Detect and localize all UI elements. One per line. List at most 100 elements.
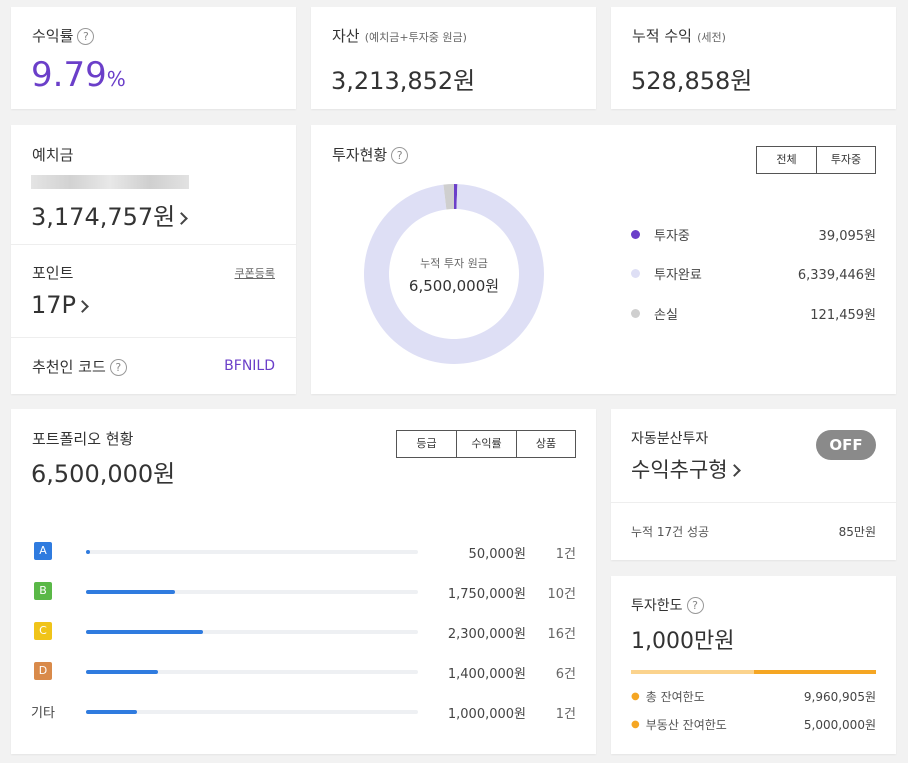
grade-count: 16건: [547, 627, 576, 642]
divider: [11, 244, 296, 245]
investment-status-card: 투자현황? 전체 투자중 누적 투자 원금 6,500,000원 투자중 39,…: [311, 125, 896, 394]
assets-note: (예치금+투자중 원금): [364, 31, 467, 44]
donut-center-value: 6,500,000원: [408, 277, 500, 295]
legend-value: 39,095원: [818, 229, 876, 244]
auto-invest-history-value: 85만원: [838, 525, 876, 539]
limit-bar-fill: [631, 670, 754, 674]
legend-dot: [631, 269, 640, 278]
grade-bar-track: [86, 710, 418, 714]
tab-grade[interactable]: 등급: [397, 431, 457, 457]
portfolio-card: 포트폴리오 현황 6,500,000원 등급 수익률 상품 A 50,000원 1건…: [11, 409, 596, 754]
cum-profit-card: 누적 수익 (세전) 528,858원: [611, 7, 896, 109]
auto-invest-history: 누적 17건 성공: [631, 525, 710, 539]
limit-item-value: 5,000,000원: [803, 718, 876, 732]
investment-status-label: 투자현황: [332, 146, 388, 164]
points-value-link[interactable]: 17P: [31, 291, 89, 319]
portfolio-tabs: 등급 수익률 상품: [396, 430, 576, 458]
cum-profit-label: 누적 수익: [632, 27, 692, 45]
limit-item-total: ● 총 잔여한도 9,960,905원: [631, 688, 876, 705]
tab-return[interactable]: 수익률: [457, 431, 517, 457]
donut-slice-loss: [443, 184, 454, 210]
limit-item-value: 9,960,905원: [803, 690, 876, 704]
grade-badge: A: [34, 542, 52, 560]
legend-item-investing: 투자중 39,095원: [631, 225, 876, 244]
help-icon[interactable]: ?: [77, 28, 95, 45]
chevron-right-icon: [175, 212, 189, 225]
grade-bar-track: [86, 550, 418, 554]
limit-bar: [631, 670, 876, 674]
legend-item-completed: 투자완료 6,339,446원: [631, 264, 876, 283]
grade-amount: 1,750,000원: [447, 587, 526, 602]
grade-badge: B: [34, 582, 52, 600]
referral-code: BFNILD: [224, 358, 275, 374]
grade-badge: D: [34, 662, 52, 680]
legend-name: 투자중: [654, 229, 690, 244]
limit-label: 투자한도: [631, 598, 683, 614]
tab-product[interactable]: 상품: [535, 437, 557, 450]
deposit-value-link[interactable]: 3,174,757원: [31, 197, 189, 232]
tab-all[interactable]: 전체: [757, 147, 817, 173]
auto-invest-mode-link[interactable]: 수익추구형: [631, 454, 741, 484]
limit-card: 투자한도? 1,000만원 ● 총 잔여한도 9,960,905원 ● 부동산 …: [611, 576, 896, 754]
legend-value: 121,459원: [810, 308, 876, 323]
grade-bar-fill: [86, 710, 138, 714]
chevron-right-icon: [727, 464, 741, 477]
legend-dot: [631, 309, 640, 318]
referral-label: 추천인 코드: [32, 358, 106, 376]
donut-chart: [364, 184, 544, 364]
help-icon[interactable]: ?: [391, 147, 409, 164]
assets-label: 자산: [332, 27, 360, 45]
limit-item-real-estate: ● 부동산 잔여한도 5,000,000원: [631, 716, 876, 733]
limit-value: 1,000만원: [631, 629, 735, 654]
grade-count: 10건: [547, 587, 576, 602]
masked-account-info: [31, 175, 189, 189]
donut-slices: [364, 184, 544, 364]
grade-count: 6건: [555, 667, 576, 682]
help-icon[interactable]: ?: [109, 359, 127, 376]
grade-amount: 1,400,000원: [447, 667, 526, 682]
assets-card: 자산 (예치금+투자중 원금) 3,213,852원: [311, 7, 596, 109]
grade-badge: C: [34, 622, 52, 640]
help-icon[interactable]: ?: [686, 597, 704, 614]
assets-label-row: 자산 (예치금+투자중 원금): [332, 25, 467, 46]
coupon-register-link[interactable]: 쿠폰등록: [234, 267, 275, 280]
grade-amount: 50,000원: [468, 547, 526, 562]
investment-status-tabs: 전체 투자중: [756, 146, 876, 174]
return-rate-label-row: 수익률?: [32, 25, 95, 46]
auto-invest-toggle[interactable]: OFF: [816, 430, 876, 460]
limit-label-row: 투자한도?: [631, 595, 704, 615]
legend-dot: [631, 230, 640, 239]
grade-count: 1건: [555, 707, 576, 722]
deposit-value: 3,174,757원: [31, 203, 176, 231]
donut-slice-investing: [454, 184, 458, 210]
grade-bar-fill: [86, 630, 204, 634]
points-label: 포인트: [32, 264, 74, 282]
grade-label: 기타: [31, 706, 55, 721]
limit-item-name: 부동산 잔여한도: [645, 718, 727, 732]
bullet-icon: ●: [631, 691, 640, 702]
return-rate-value-row: 9.79%: [31, 55, 126, 95]
portfolio-label: 포트폴리오 현황: [32, 430, 134, 448]
deposit-label: 예치금: [32, 146, 74, 164]
grade-bar-track: [86, 670, 418, 674]
return-rate-value: 9.79: [31, 55, 107, 95]
cum-profit-note: (세전): [697, 31, 726, 44]
grade-amount: 2,300,000원: [447, 627, 526, 642]
cum-profit-label-row: 누적 수익 (세전): [632, 25, 726, 46]
grade-amount: 1,000,000원: [447, 707, 526, 722]
return-rate-unit: %: [106, 67, 126, 91]
assets-value: 3,213,852원: [331, 67, 476, 95]
grade-bar-track: [86, 630, 418, 634]
grade-count: 1건: [555, 547, 576, 562]
legend-name: 투자완료: [654, 268, 702, 283]
auto-invest-mode: 수익추구형: [631, 458, 728, 482]
tab-investing[interactable]: 투자중: [830, 153, 862, 166]
legend-item-loss: 손실 121,459원: [631, 304, 876, 323]
bullet-icon: ●: [631, 719, 640, 730]
donut-center: 누적 투자 원금 6,500,000원: [354, 255, 554, 296]
portfolio-total: 6,500,000원: [31, 460, 176, 488]
grade-bar-fill: [86, 670, 158, 674]
account-card: 예치금 3,174,757원 포인트 쿠폰등록 17P 추천인 코드? BFNI…: [11, 125, 296, 394]
grade-bar-track: [86, 590, 418, 594]
grade-bar-fill: [86, 590, 176, 594]
